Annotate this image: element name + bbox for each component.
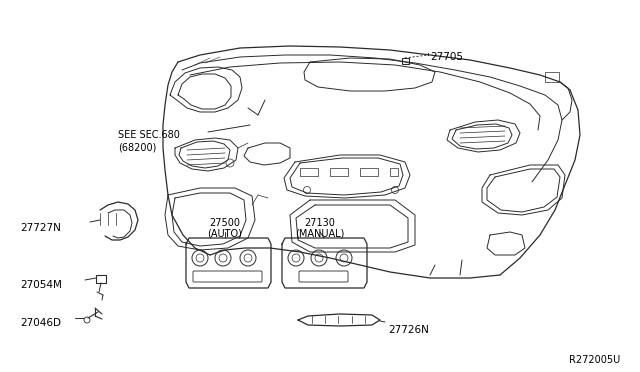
Bar (330, 168, 348, 176)
Text: SEE SEC.680: SEE SEC.680 (118, 130, 180, 140)
Text: 27726N: 27726N (388, 325, 429, 335)
Text: 27727N: 27727N (20, 223, 61, 233)
Bar (360, 168, 378, 176)
Text: 27130: 27130 (305, 218, 335, 228)
Text: 27054M: 27054M (20, 280, 62, 290)
Text: (68200): (68200) (118, 143, 156, 153)
Text: 27500: 27500 (209, 218, 241, 228)
Text: 27046D: 27046D (20, 318, 61, 328)
Bar (300, 168, 318, 176)
Bar (402, 58, 409, 64)
Bar (545, 72, 559, 82)
Text: 27705: 27705 (430, 52, 463, 62)
Text: (AUTO): (AUTO) (207, 228, 243, 238)
Text: (MANUAL): (MANUAL) (295, 228, 345, 238)
Bar (390, 168, 398, 176)
Bar (96, 275, 106, 283)
Text: R272005U: R272005U (569, 355, 620, 365)
